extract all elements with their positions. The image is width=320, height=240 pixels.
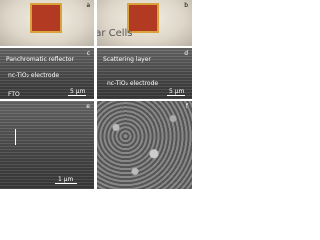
panel-label: d <box>184 50 188 57</box>
layer-label: Panchromatic reflector <box>6 56 74 63</box>
panel-label: a <box>86 2 90 9</box>
panel-label: f <box>185 103 188 110</box>
panel-c-sem: c Panchromatic reflector nc-TiO₂ electro… <box>0 48 94 99</box>
panel-e-sem: e 1 µm <box>0 101 94 189</box>
panel-b-photo: b Dye Solar Cells <box>97 0 192 46</box>
layer-label: FTO <box>8 91 20 98</box>
scale-bar <box>68 95 86 96</box>
cell <box>30 3 62 33</box>
layer-label: Scattering layer <box>103 56 151 63</box>
layer-label: nc-TiO₂ electrode <box>8 72 60 79</box>
panel-a-photo: a <box>0 0 94 46</box>
scale-label: 1 µm <box>58 176 74 183</box>
scale-bar <box>15 129 16 145</box>
photo-caption: Dye Solar Cells <box>97 28 133 39</box>
scale-label: 5 µm <box>70 88 86 95</box>
scale-bar <box>55 183 77 184</box>
panel-label: c <box>86 50 90 57</box>
layer-label: nc-TiO₂ electrode <box>107 80 159 87</box>
panel-d-sem: d Scattering layer nc-TiO₂ electrode 5 µ… <box>97 48 192 99</box>
cell <box>127 3 159 33</box>
scale-bar <box>167 95 185 96</box>
panel-label: b <box>184 2 188 9</box>
figure: a b Dye Solar Cells c Panchromatic refle… <box>0 0 192 189</box>
scale-label: 5 µm <box>169 88 185 95</box>
panel-label: e <box>86 103 90 110</box>
panel-f-sem: f <box>97 101 192 189</box>
